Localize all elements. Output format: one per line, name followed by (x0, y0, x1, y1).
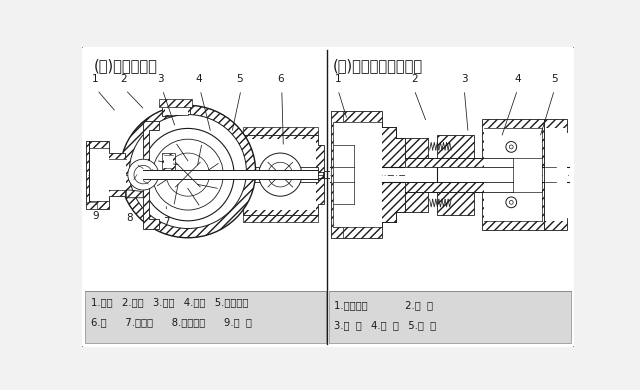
Bar (324, 171, 330, 179)
Text: 6.轴      7.轴承座      8.防转螺母      9.拼  帽: 6.轴 7.轴承座 8.防转螺母 9.拼 帽 (91, 317, 252, 328)
Polygon shape (331, 112, 405, 167)
Ellipse shape (129, 115, 246, 229)
Polygon shape (543, 119, 566, 230)
Polygon shape (482, 182, 543, 230)
Circle shape (509, 200, 513, 204)
Bar (243, 167, 318, 182)
Bar (223, 154, 243, 195)
Ellipse shape (120, 105, 255, 238)
Text: (一)、泵结构图: (一)、泵结构图 (94, 58, 158, 73)
FancyBboxPatch shape (81, 46, 575, 348)
Circle shape (509, 145, 513, 149)
Circle shape (506, 197, 516, 208)
Text: 7: 7 (163, 216, 170, 227)
Text: 6: 6 (277, 74, 284, 84)
Text: 1: 1 (92, 74, 99, 84)
Text: 9: 9 (92, 211, 99, 221)
Bar (545, 128, 566, 221)
Text: 2: 2 (411, 74, 417, 84)
Polygon shape (405, 182, 437, 212)
Bar (405, 158, 513, 167)
Polygon shape (437, 182, 482, 215)
Bar (163, 153, 175, 170)
Bar (86, 202, 97, 209)
Bar (405, 167, 513, 182)
Bar (484, 128, 542, 221)
Text: 5: 5 (551, 74, 557, 84)
Polygon shape (437, 135, 482, 167)
Bar (164, 104, 188, 115)
Circle shape (152, 139, 223, 210)
Circle shape (134, 165, 152, 184)
Bar (333, 145, 356, 204)
Polygon shape (126, 190, 143, 198)
Bar (86, 291, 326, 343)
Text: 4: 4 (514, 74, 521, 84)
Polygon shape (405, 138, 437, 167)
Polygon shape (86, 141, 125, 209)
Polygon shape (482, 119, 543, 167)
Text: 4: 4 (195, 74, 202, 84)
Circle shape (128, 159, 159, 190)
Bar (159, 99, 193, 107)
Polygon shape (331, 182, 405, 238)
Bar (90, 149, 109, 201)
Bar (163, 102, 190, 116)
Bar (143, 170, 318, 179)
Polygon shape (143, 121, 159, 229)
Circle shape (268, 162, 292, 187)
Bar (333, 122, 382, 227)
Text: 3: 3 (157, 74, 164, 84)
Text: 2: 2 (120, 74, 127, 84)
Text: 1: 1 (335, 74, 341, 84)
Bar (330, 167, 570, 182)
Bar (243, 215, 318, 222)
Polygon shape (243, 135, 324, 214)
Text: (二)、泵的密封组件图: (二)、泵的密封组件图 (333, 58, 423, 73)
Text: 5: 5 (236, 74, 243, 84)
Text: 1.静环压盖            2.静  环: 1.静环压盖 2.静 环 (334, 300, 433, 310)
Circle shape (506, 142, 516, 152)
Circle shape (166, 153, 209, 196)
Bar (224, 159, 241, 190)
Bar (329, 291, 570, 343)
Bar (405, 182, 513, 191)
Bar (245, 139, 316, 210)
Polygon shape (331, 112, 344, 238)
Text: 3.动  环   4.轴  套   5.主  轴: 3.动 环 4.轴 套 5.主 轴 (334, 321, 436, 331)
Circle shape (141, 128, 234, 221)
Bar (164, 154, 173, 168)
Bar (243, 127, 318, 135)
Text: 3: 3 (461, 74, 468, 84)
Text: 8: 8 (126, 213, 132, 223)
Bar (109, 159, 126, 190)
Text: 1.泵盖   2.泵壳   3.叶轮   4.轴套   5.密封组件: 1.泵盖 2.泵壳 3.叶轮 4.轴套 5.密封组件 (91, 298, 248, 307)
Circle shape (259, 153, 302, 196)
